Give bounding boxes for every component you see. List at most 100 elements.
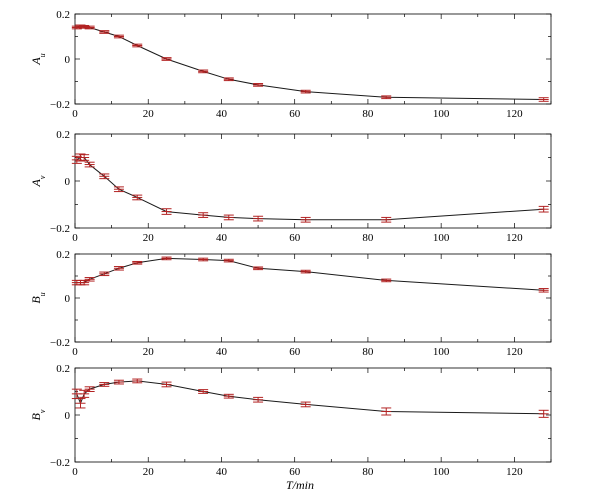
x-tick-label: 100	[433, 232, 450, 244]
error-bar	[161, 57, 172, 61]
x-tick-label: 80	[362, 466, 374, 478]
error-bar	[132, 194, 143, 201]
x-tick-label: 120	[506, 346, 523, 358]
error-bar	[161, 256, 172, 261]
error-bar	[538, 409, 549, 418]
x-tick-label: 40	[216, 232, 228, 244]
error-bar	[75, 398, 86, 409]
error-bar	[113, 379, 124, 385]
error-bar	[381, 95, 392, 100]
y-tick-label: 0.2	[56, 249, 70, 261]
error-bar	[113, 186, 124, 193]
error-bar	[132, 43, 143, 48]
y-axis-title: Av	[29, 175, 47, 187]
x-tick-label: 20	[143, 232, 155, 244]
error-bar	[198, 212, 209, 218]
x-tick-label: 60	[289, 466, 301, 478]
x-tick-label: 80	[362, 346, 374, 358]
series-line	[76, 257, 544, 291]
error-bar	[79, 279, 90, 286]
x-tick-label: 80	[362, 108, 374, 120]
y-tick-label: 0.2	[56, 363, 70, 375]
x-tick-label: 20	[143, 108, 155, 120]
series-line	[76, 157, 544, 221]
error-bar	[300, 216, 311, 223]
x-tick-label: 20	[143, 346, 155, 358]
x-tick-label: 100	[433, 108, 450, 120]
error-bar	[253, 266, 264, 271]
x-tick-label: 40	[216, 108, 228, 120]
error-bar	[99, 382, 110, 387]
error-bar	[79, 389, 90, 398]
error-bar	[79, 154, 90, 161]
x-tick-label: 120	[506, 232, 523, 244]
x-axis-title-text: T/min	[286, 478, 314, 492]
error-bar	[538, 205, 549, 213]
error-bar	[84, 277, 95, 282]
error-bar	[79, 24, 90, 29]
y-tick-label: 0	[65, 176, 71, 188]
x-tick-label: 120	[506, 108, 523, 120]
error-bar	[99, 271, 110, 277]
x-tick-label: 20	[143, 466, 155, 478]
error-bar	[300, 89, 311, 94]
plot-frame	[74, 13, 552, 105]
y-tick-label: −0.2	[50, 337, 70, 349]
y-axis-title: Au	[29, 53, 47, 65]
error-bar	[223, 214, 234, 221]
error-bar	[198, 257, 209, 262]
error-bar	[84, 386, 95, 392]
x-tick-label: 60	[289, 232, 301, 244]
x-tick-label: 40	[216, 346, 228, 358]
error-bar	[84, 25, 95, 30]
x-tick-label: 100	[433, 466, 450, 478]
error-bar	[223, 77, 234, 82]
x-tick-label: 0	[72, 466, 78, 478]
x-axis-title: T/min	[286, 478, 314, 492]
y-axis-title: Bv	[29, 409, 47, 420]
x-tick-label: 0	[72, 232, 78, 244]
y-tick-label: 0	[65, 410, 71, 422]
error-bar	[223, 258, 234, 263]
error-bar	[113, 34, 124, 39]
error-bar	[84, 161, 95, 168]
error-bar	[253, 83, 264, 87]
x-tick-label: 0	[72, 108, 78, 120]
error-bar	[223, 393, 234, 399]
y-tick-label: 0	[65, 54, 71, 66]
error-bar	[198, 389, 209, 394]
x-tick-label: 60	[289, 346, 301, 358]
error-bar	[381, 278, 392, 283]
error-bar	[381, 216, 392, 223]
error-bar	[253, 215, 264, 222]
y-axis-title: Bu	[29, 292, 47, 303]
error-bar	[300, 269, 311, 274]
y-tick-label: −0.2	[50, 223, 70, 235]
x-tick-label: 100	[433, 346, 450, 358]
error-bar	[161, 381, 172, 388]
x-tick-label: 0	[72, 346, 78, 358]
error-bar	[132, 260, 143, 265]
y-tick-label: −0.2	[50, 457, 70, 469]
error-bar	[538, 97, 549, 102]
error-bar	[99, 173, 110, 180]
y-tick-label: −0.2	[50, 99, 70, 111]
error-bar	[132, 378, 143, 384]
error-bar	[538, 288, 549, 293]
x-tick-label: 40	[216, 466, 228, 478]
x-tick-label: 60	[289, 108, 301, 120]
y-tick-label: 0	[65, 293, 71, 305]
error-bar	[99, 30, 110, 34]
series-line	[76, 380, 544, 415]
error-bar	[198, 69, 209, 74]
y-tick-label: 0.2	[56, 129, 70, 141]
x-tick-label: 80	[362, 232, 374, 244]
error-bar	[300, 401, 311, 408]
error-bar	[161, 208, 172, 215]
error-bar	[381, 407, 392, 416]
